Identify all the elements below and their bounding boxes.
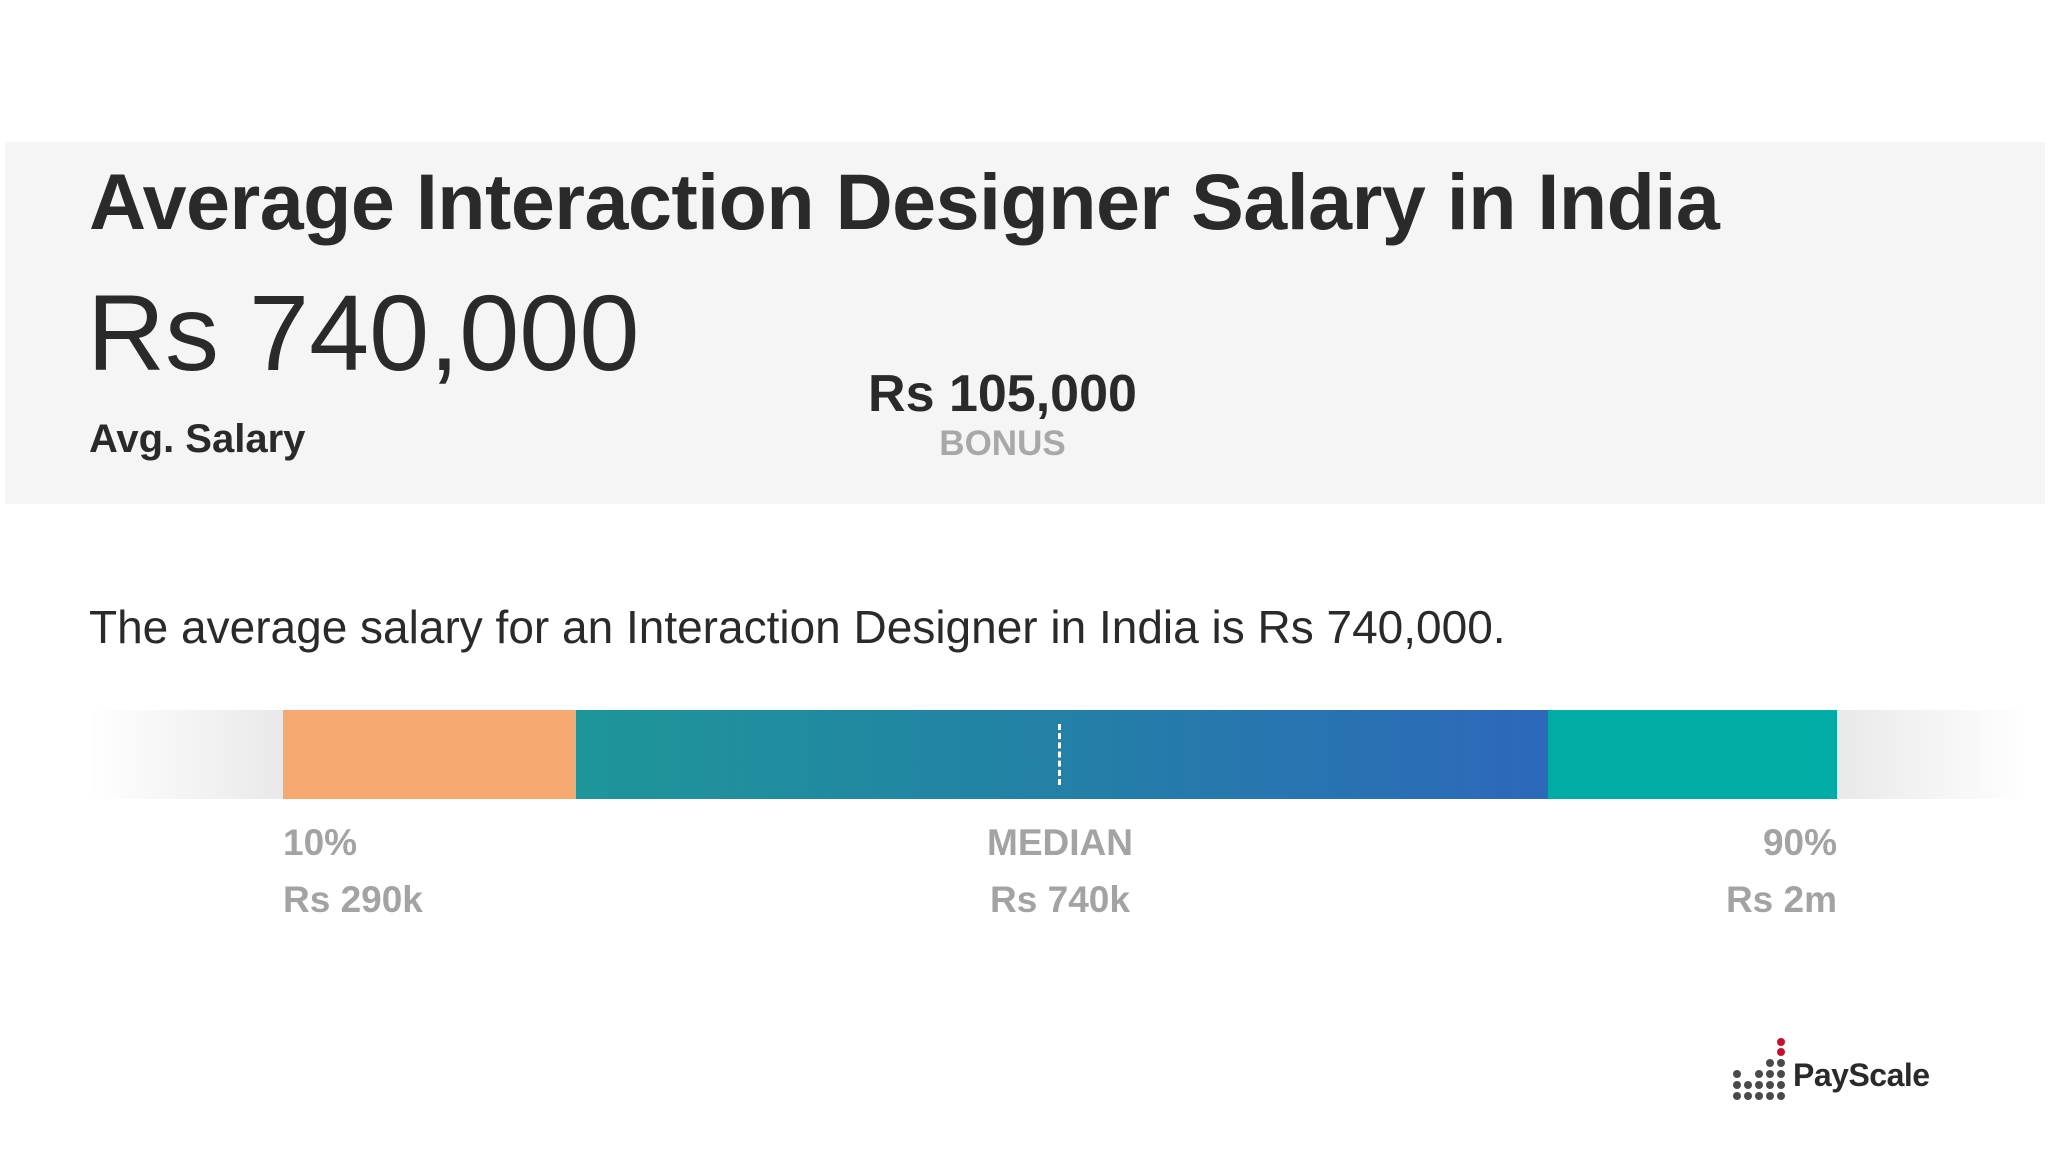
median-value: Rs 740k [990, 879, 1130, 920]
bonus-label: BONUS [939, 424, 1066, 463]
salary-range-bar [89, 710, 2029, 799]
salary-summary-text: The average salary for an Interaction De… [89, 601, 1506, 653]
page-title: Average Interaction Designer Salary in I… [89, 157, 1720, 246]
avg-salary-value: Rs 740,000 [87, 272, 640, 393]
range-fade-left [89, 710, 283, 799]
median-label: MEDIAN [987, 822, 1133, 863]
range-segment-mid [576, 710, 1548, 799]
range-fade-right [1837, 710, 2029, 799]
percentile-90-label: 90% [1762, 822, 1837, 863]
payscale-logo-text: PayScale [1793, 1057, 1930, 1093]
median-marker-line [1058, 724, 1061, 785]
range-segment-low [283, 710, 576, 799]
percentile-10-label: 10% [283, 822, 358, 863]
range-segment-high [1548, 710, 1837, 799]
bonus-value: Rs 105,000 [868, 365, 1137, 423]
avg-salary-label: Avg. Salary [89, 417, 306, 461]
percentile-90-value: Rs 2m [1725, 879, 1837, 920]
percentile-10-value: Rs 290k [283, 879, 423, 920]
salary-header-panel [5, 142, 2045, 504]
payscale-dots-icon [1733, 1038, 1785, 1100]
